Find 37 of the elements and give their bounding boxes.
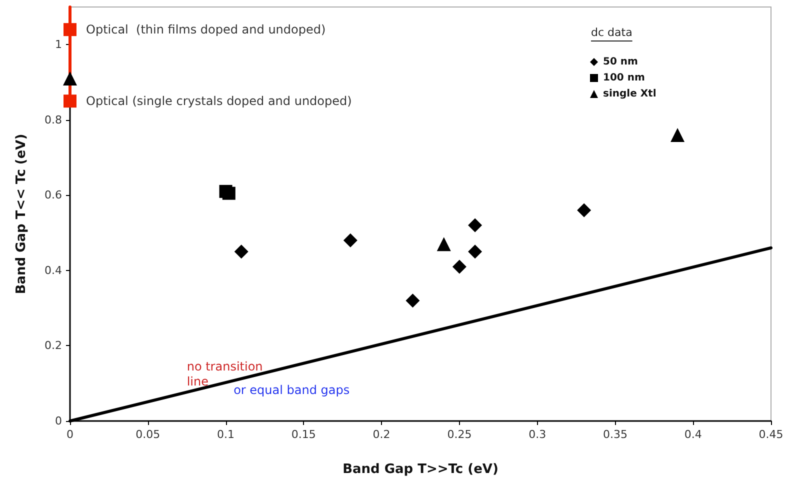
- x-axis-title: Band Gap T>>Tc (eV): [342, 462, 498, 477]
- x-tick-label: 0.15: [291, 428, 316, 441]
- point: [343, 233, 358, 248]
- point: [234, 244, 248, 259]
- legend-title: dc data: [591, 26, 632, 39]
- x-tick-label: 0.2: [372, 428, 390, 441]
- annotation: Optical (single crystals doped and undoped): [86, 94, 352, 108]
- y-axis-title: Band Gap T<< Tc (eV): [14, 134, 29, 294]
- point: [222, 186, 236, 200]
- y-tick-label: 0.4: [44, 264, 62, 277]
- point: [468, 244, 482, 259]
- x-tick-label: 0.25: [447, 428, 472, 441]
- point: [577, 203, 592, 218]
- point: [452, 260, 466, 274]
- point: [670, 128, 685, 142]
- y-tick-label: 1: [55, 38, 62, 52]
- point: [63, 72, 77, 86]
- x-tick-label: 0.3: [528, 428, 546, 441]
- point: [436, 237, 451, 252]
- y-tick-label: 0.8: [44, 113, 62, 126]
- x-tick-label: 0.4: [684, 428, 702, 441]
- x-tick-label: 0.35: [602, 428, 628, 441]
- legend-label: single Xtl: [603, 88, 656, 100]
- y-tick-label: 0: [55, 414, 62, 428]
- x-tick-label: 0: [66, 428, 74, 441]
- legend-label: 50 nm: [603, 56, 638, 68]
- y-tick-label: 0.2: [44, 339, 62, 352]
- x-tick-label: 0.1: [217, 428, 235, 441]
- point: [468, 218, 482, 232]
- x-tick-label: 0.45: [758, 428, 784, 441]
- point: [64, 94, 76, 108]
- point: [64, 23, 76, 36]
- legend-label: 100 nm: [603, 72, 645, 84]
- point: [406, 294, 420, 308]
- x-tick-label: 0.05: [136, 428, 160, 441]
- y-tick-label: 0.6: [44, 188, 62, 202]
- annotation: Optical (thin films doped and undoped): [86, 22, 326, 37]
